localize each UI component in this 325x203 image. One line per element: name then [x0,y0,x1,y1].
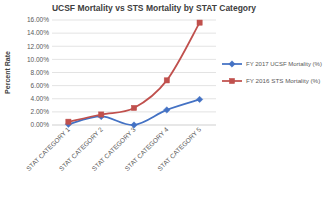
legend-marker [229,78,234,83]
legend-label: FY 2016 STS Mortality (%) [246,77,320,84]
data-point [164,78,169,83]
y-tick-label: 4.00% [31,95,50,102]
y-tick-label: 14.00% [27,29,49,36]
grid-line [52,33,216,34]
grid-line [52,59,216,60]
data-point [164,107,170,113]
data-point [131,122,137,128]
grid-line [52,98,216,99]
plot-area [65,20,203,128]
data-point [99,112,104,117]
y-tick-label: 12.00% [27,43,49,50]
data-point [196,96,202,102]
x-tick-label: STAT CATEGORY 5 [156,125,203,172]
data-point [131,105,136,110]
y-tick-label: 8.00% [31,69,50,76]
y-tick-label: 6.00% [31,82,50,89]
grid-line [52,72,216,73]
chart: UCSF Mortality vs STS Mortality by STAT … [0,0,325,203]
series-line [68,99,199,125]
y-tick-label: 2.00% [31,108,50,115]
legend: FY 2017 UCSF Mortality (%) FY 2016 STS Mo… [222,61,322,85]
legend-label: FY 2017 UCSF Mortality (%) [246,61,322,67]
grid-line [52,85,216,86]
grid-line [52,111,216,112]
title: UCSF Mortality vs STS Mortality by STAT … [52,3,256,13]
data-point [197,20,202,25]
grid-line [52,46,216,47]
series-line [68,23,199,122]
y-tick-label: 16.00% [27,16,49,23]
y-tick-label: 10.00% [27,56,49,63]
background [0,0,325,203]
y-axis-label: Percent Rate [4,51,11,94]
legend-marker [229,61,235,67]
y-tick-label: 0.00% [31,121,50,128]
grid-line [52,20,216,21]
data-point [66,119,71,124]
